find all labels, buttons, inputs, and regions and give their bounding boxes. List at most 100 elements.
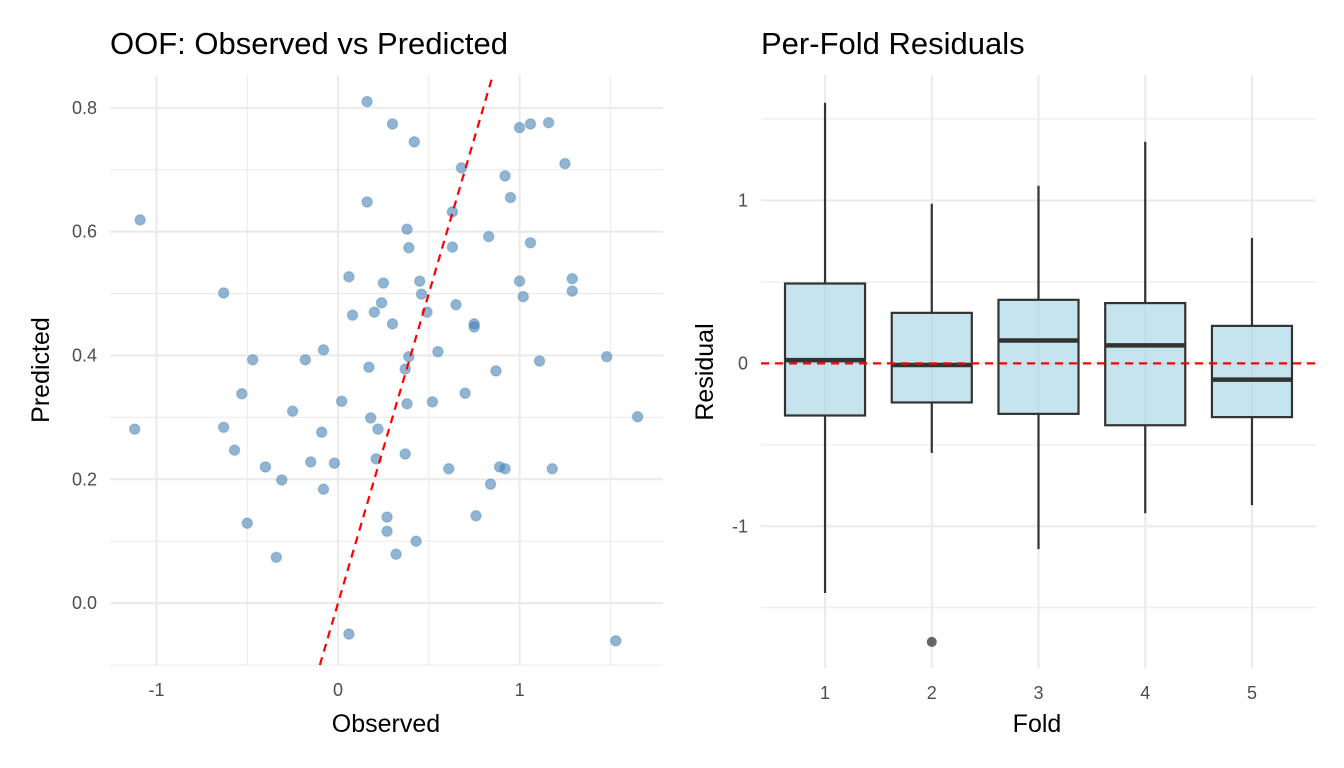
scatter-point <box>446 241 459 253</box>
iqr-box <box>997 298 1080 415</box>
scatter-point <box>241 517 254 530</box>
boxplot-x-tick-label: 5 <box>1247 683 1257 703</box>
iqr-box <box>783 282 867 417</box>
scatter-point <box>317 483 330 495</box>
scatter-point <box>446 206 459 218</box>
scatter-point <box>499 170 511 182</box>
scatter-point <box>524 236 537 249</box>
boxplot-fold-5 <box>1210 237 1294 506</box>
scatter-point <box>375 297 388 309</box>
scatter-point <box>275 474 288 486</box>
scatter-y-tick-labels: 0.0 0.2 0.4 0.6 0.8 <box>72 98 97 613</box>
scatter-y-tick-label: 0.4 <box>72 345 97 365</box>
scatter-point <box>533 355 546 367</box>
scatter-point <box>386 118 399 130</box>
scatter-point <box>361 95 373 108</box>
scatter-point <box>346 309 359 322</box>
scatter-point <box>468 321 480 333</box>
scatter-point <box>399 448 411 460</box>
scatter-point <box>134 214 146 226</box>
boxplot-y-tick-label: -1 <box>732 516 748 536</box>
scatter-point <box>470 509 482 522</box>
scatter-point <box>513 121 526 134</box>
scatter-gridlines <box>110 75 663 666</box>
boxplot-fold-2 <box>890 203 973 647</box>
scatter-point <box>128 423 141 435</box>
scatter-point <box>482 230 495 243</box>
identity-reference-line <box>318 74 494 666</box>
boxplot-y-tick-labels: -1 0 1 <box>732 190 748 536</box>
scatter-x-tick-label: -1 <box>148 680 164 700</box>
boxplot-x-tick-label: 3 <box>1033 683 1043 703</box>
scatter-point <box>335 395 348 408</box>
scatter-x-axis-title: Observed <box>332 710 440 738</box>
scatter-point <box>361 196 373 208</box>
boxplot-boxes <box>783 102 1294 647</box>
outlier-point <box>926 636 937 647</box>
scatter-point <box>542 116 555 129</box>
scatter-point <box>401 223 413 235</box>
scatter-point <box>364 412 377 424</box>
scatter-point <box>401 397 413 410</box>
boxplot-x-tick-label: 1 <box>820 683 830 703</box>
scatter-point <box>426 396 439 408</box>
scatter-point <box>217 287 230 299</box>
scatter-point <box>246 353 259 366</box>
identity-line <box>318 74 494 666</box>
scatter-point <box>372 423 384 435</box>
boxplot-x-tick-labels: 1 2 3 4 5 <box>820 683 1257 703</box>
scatter-point <box>517 290 530 303</box>
scatter-point <box>490 365 502 377</box>
scatter-point <box>546 462 559 475</box>
scatter-x-tick-labels: -1 0 1 <box>148 680 524 700</box>
boxplot-x-tick-label: 2 <box>927 683 937 703</box>
scatter-point <box>363 361 375 374</box>
scatter-point <box>304 456 317 468</box>
scatter-point <box>381 511 393 523</box>
scatter-y-tick-label: 0.2 <box>72 469 97 489</box>
scatter-point <box>450 298 462 311</box>
scatter-point <box>566 272 579 285</box>
scatter-point <box>386 318 399 330</box>
scatter-point <box>499 462 511 475</box>
boxplot-y-axis-title: Residual <box>691 323 719 420</box>
scatter-point <box>413 275 426 287</box>
scatter-point <box>524 118 537 130</box>
iqr-box <box>1210 324 1294 419</box>
scatter-y-tick-label: 0.8 <box>72 98 97 118</box>
scatter-point <box>377 277 390 289</box>
scatter-point <box>600 350 613 363</box>
scatter-title: OOF: Observed vs Predicted <box>110 26 508 61</box>
scatter-y-tick-label: 0.0 <box>72 593 97 613</box>
scatter-point <box>286 405 299 417</box>
scatter-point <box>559 157 571 170</box>
scatter-point <box>236 388 248 400</box>
boxplot-x-axis-title: Fold <box>1013 710 1062 738</box>
scatter-point <box>513 275 526 287</box>
scatter-point <box>259 461 272 473</box>
scatter-point <box>609 635 622 647</box>
scatter-point <box>381 525 393 538</box>
scatter-point <box>408 136 421 148</box>
scatter-x-tick-label: 0 <box>333 680 343 700</box>
scatter-panel: OOF: Observed vs Predicted -1 0 1 0.00.20.… <box>27 26 663 738</box>
scatter-point <box>328 457 341 469</box>
scatter-point <box>217 421 230 434</box>
boxplot-panel: Per-Fold Residuals 1 2 3 4 5 -1 0 1 Fold Resid… <box>691 26 1316 738</box>
boxplot-y-tick-label: 0 <box>738 353 748 373</box>
scatter-point <box>403 241 415 254</box>
boxplot-title: Per-Fold Residuals <box>761 26 1025 61</box>
scatter-point <box>459 387 471 400</box>
boxplot-x-tick-label: 4 <box>1140 683 1150 703</box>
boxplot-fold-4 <box>1104 141 1187 514</box>
scatter-point <box>228 444 241 456</box>
boxplot-y-tick-label: 1 <box>738 190 748 210</box>
scatter-point <box>390 548 402 560</box>
scatter-point <box>317 344 330 356</box>
scatter-point <box>270 551 283 564</box>
boxplot-fold-3 <box>997 185 1080 550</box>
iqr-box <box>890 311 973 404</box>
scatter-point <box>631 410 644 423</box>
boxplot-fold-1 <box>783 102 867 594</box>
